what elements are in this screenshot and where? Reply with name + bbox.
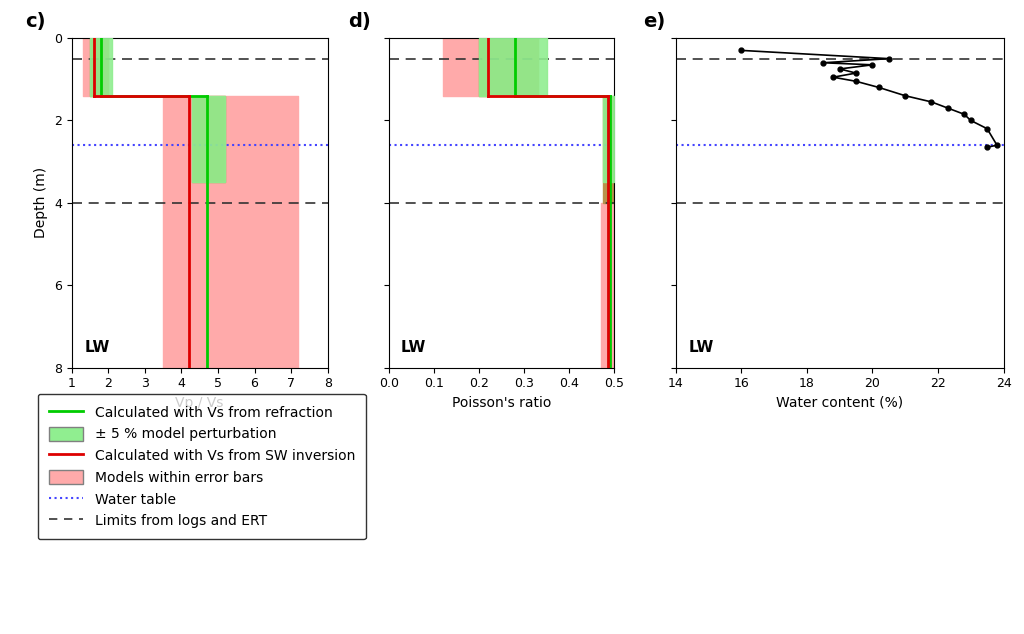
Y-axis label: Depth (m): Depth (m)	[35, 167, 48, 238]
Text: LW: LW	[84, 340, 110, 354]
X-axis label: Vp / Vs: Vp / Vs	[175, 396, 224, 410]
Text: LW: LW	[400, 340, 426, 354]
Text: d): d)	[348, 13, 372, 32]
Text: e): e)	[643, 13, 666, 32]
Text: c): c)	[26, 13, 46, 32]
Legend: Calculated with Vs from refraction, ± 5 % model perturbation, Calculated with Vs: Calculated with Vs from refraction, ± 5 …	[38, 394, 367, 540]
X-axis label: Poisson's ratio: Poisson's ratio	[452, 396, 552, 410]
Text: LW: LW	[689, 340, 715, 354]
X-axis label: Water content (%): Water content (%)	[776, 396, 903, 410]
